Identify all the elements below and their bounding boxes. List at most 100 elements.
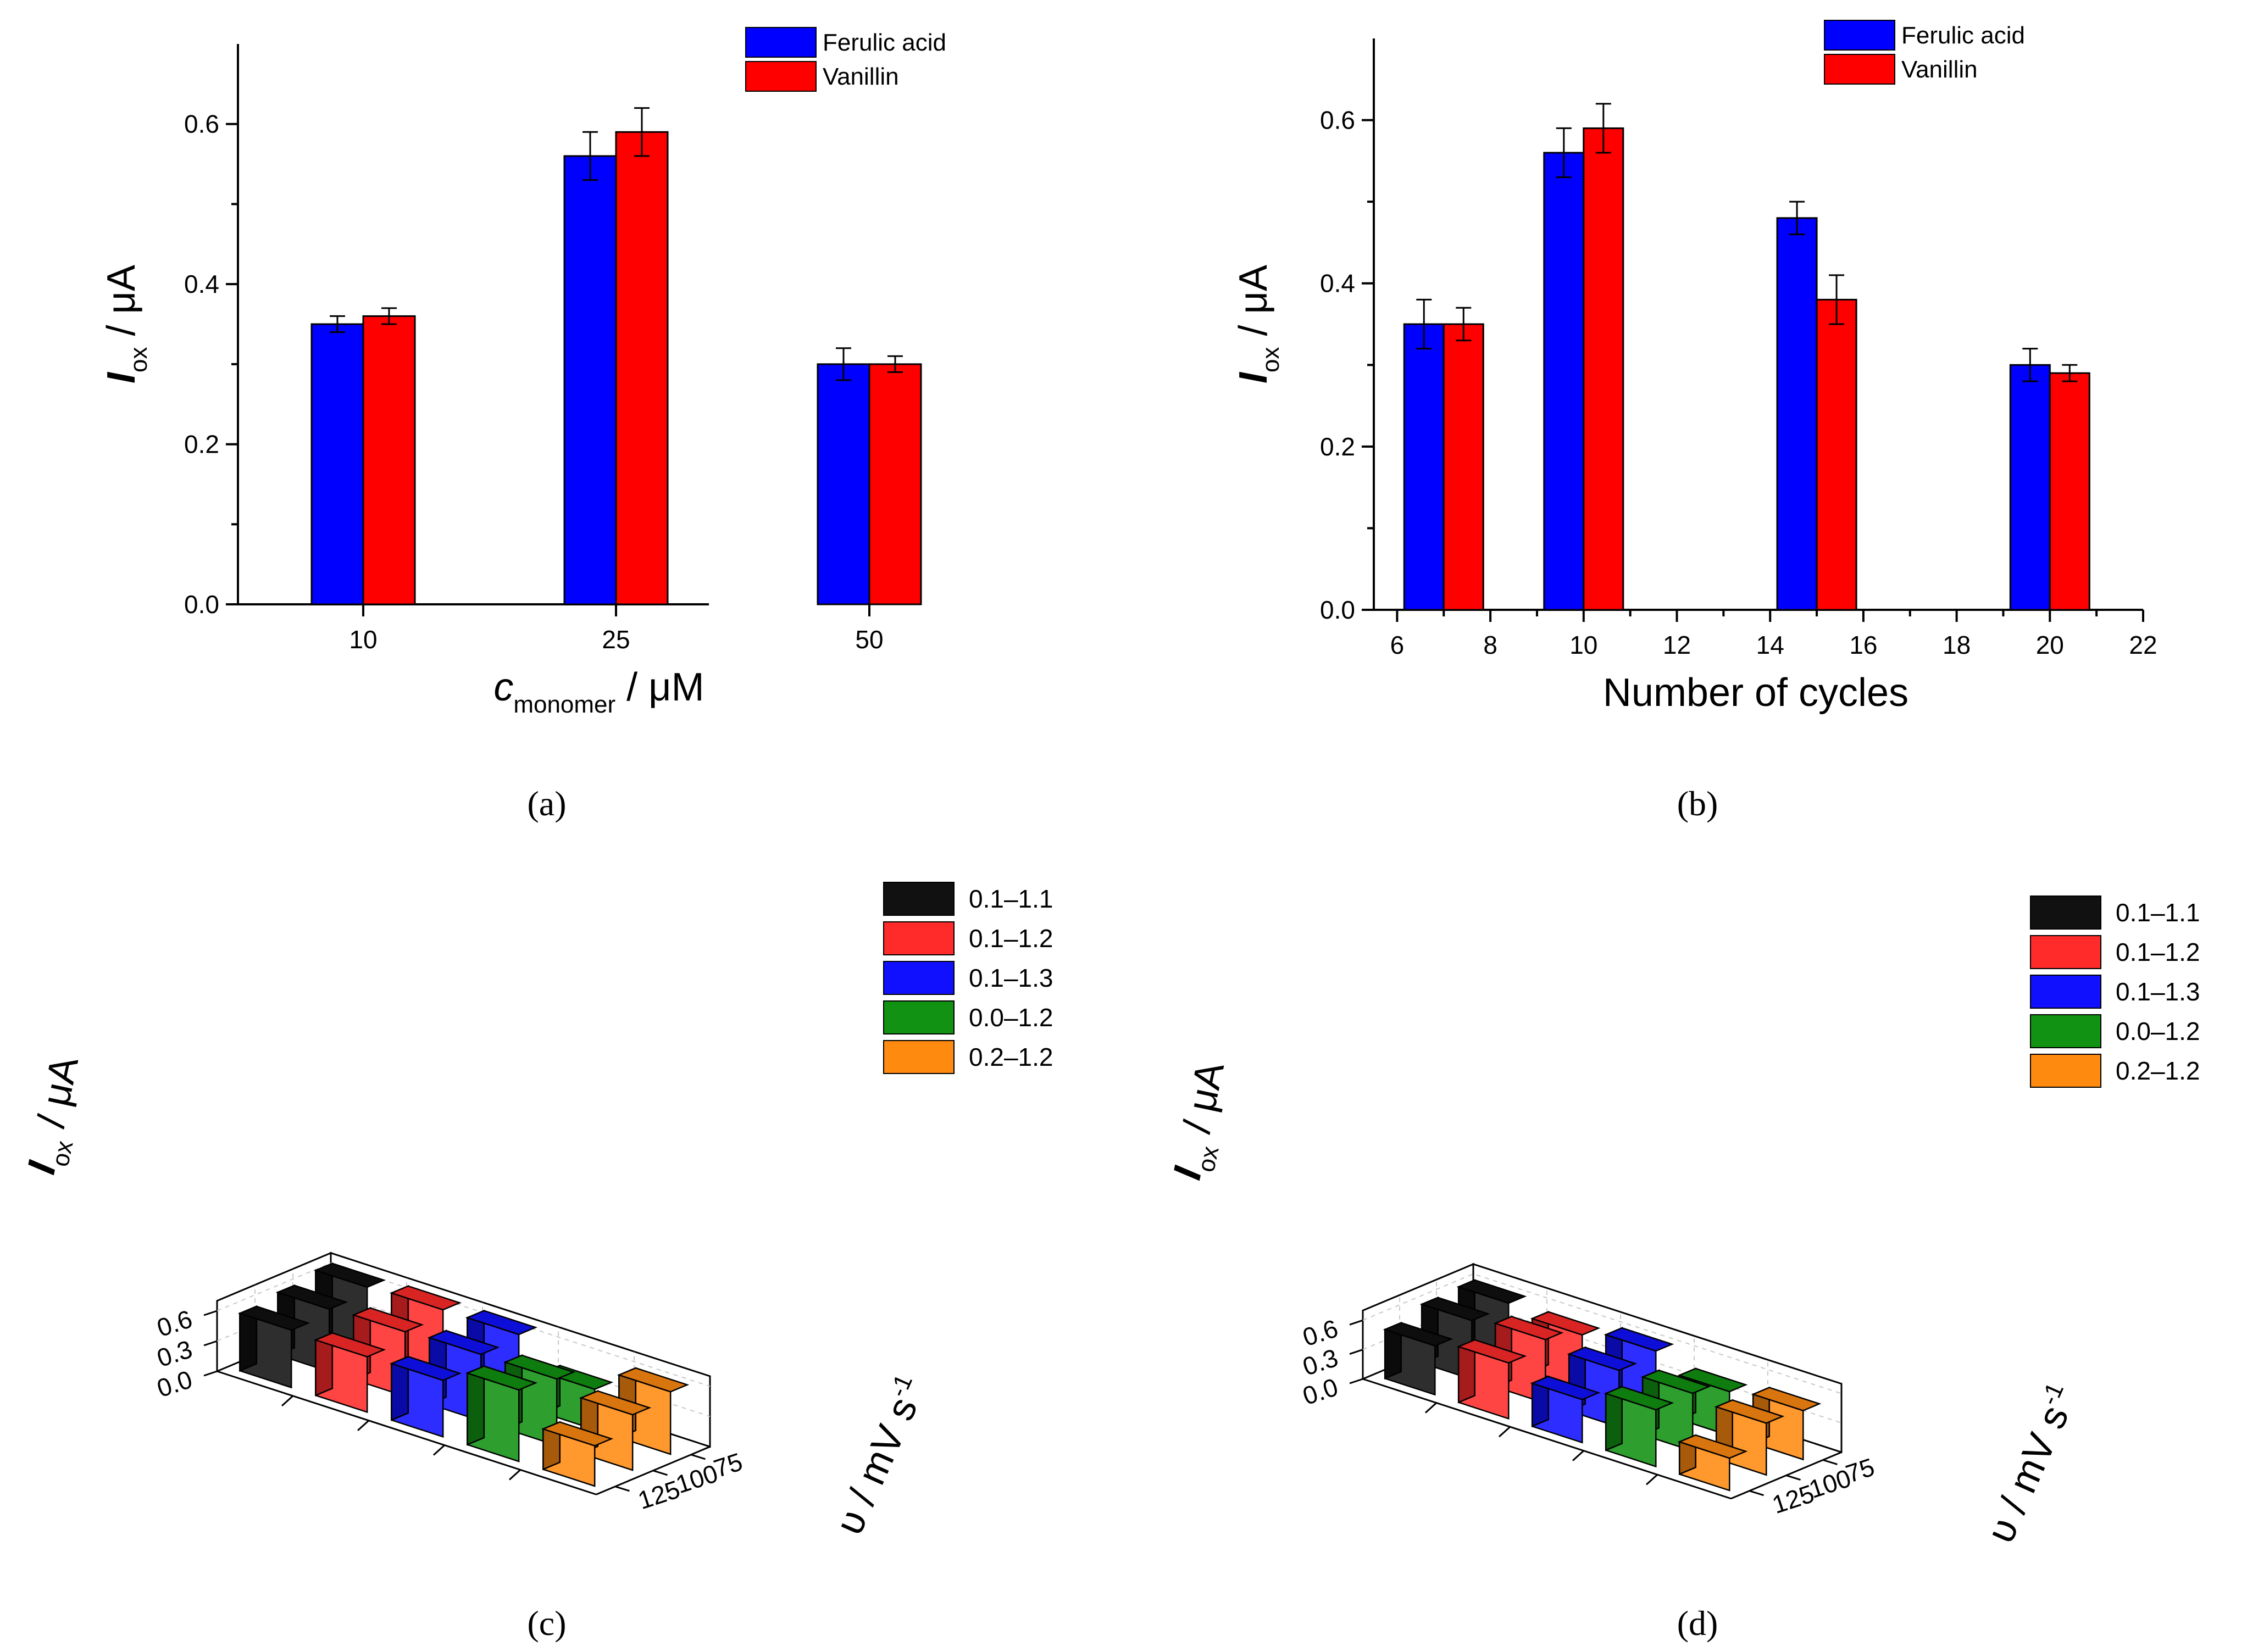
y-axis-title: Iox / μA (99, 265, 152, 383)
y-tick-label: 0.6 (184, 110, 219, 138)
x-tick-label: 20 (2036, 631, 2064, 659)
bar-face-top (1604, 1386, 1674, 1411)
x-axis-title-symbol: c (493, 665, 513, 709)
x-tick (432, 1444, 446, 1456)
y-axis-title-subscript: ox (125, 347, 152, 372)
panel-label-d: (d) (1677, 1604, 1718, 1643)
bar-face-top (1456, 1339, 1527, 1364)
legend-swatch (883, 1040, 955, 1074)
bar-vanillin (2049, 372, 2090, 611)
bar-face-top (617, 1367, 690, 1393)
x-axis-line (1362, 1378, 1732, 1500)
bar-vanillin (362, 315, 416, 605)
legend-label: 0.0–1.2 (2116, 1017, 2200, 1045)
depth-tick (615, 1486, 630, 1492)
bar-face-top (579, 1390, 652, 1416)
bar-face-top (1677, 1434, 1748, 1459)
y-tick-label: 0.6 (1320, 106, 1355, 135)
bar-face-top (275, 1284, 348, 1310)
legend-label: 0.1–1.2 (969, 924, 1053, 953)
y-tick-label: 0.0 (184, 590, 219, 619)
bar-3d (1456, 1338, 1527, 1420)
bar-face-top (1604, 1327, 1674, 1352)
legend-swatch (2030, 895, 2101, 930)
bar-ferulic (1403, 323, 1445, 611)
gridline (217, 1262, 711, 1387)
bar-vanillin (615, 131, 669, 605)
x-axis-title: Number of cycles (1603, 671, 1908, 715)
bar-vanillin (868, 363, 922, 605)
bar-vanillin (1442, 323, 1484, 611)
bar-face-top (237, 1305, 310, 1331)
bar-face-top (389, 1285, 462, 1311)
z-tick (203, 1370, 218, 1377)
x-axis-line (217, 1370, 597, 1495)
y-axis-title-symbol: I (99, 371, 143, 383)
legend-swatch (883, 882, 955, 916)
y-axis-title-unit: / μA (99, 265, 143, 347)
y-tick-label: 0.2 (184, 430, 219, 459)
x-tick-label: 25 (602, 625, 630, 654)
bar-face-top (427, 1330, 500, 1355)
depth-tick (1749, 1490, 1764, 1497)
x-tick-label: 12 (1663, 631, 1691, 659)
legend-swatch (2030, 1014, 2101, 1048)
x-tick (1572, 1450, 1585, 1461)
legend-swatch (883, 1000, 955, 1034)
x-axis-title-unit: / μM (615, 665, 704, 709)
depth-tick (653, 1470, 668, 1476)
x-tick (508, 1469, 521, 1481)
depth-tick (691, 1454, 706, 1460)
x-tick-label: 8 (1483, 631, 1497, 659)
x-tick-label: 16 (1849, 631, 1877, 659)
bar-3d (237, 1305, 310, 1389)
x-tick (1424, 1402, 1438, 1414)
legend-swatch (2030, 975, 2101, 1009)
bar-face-top (1493, 1316, 1564, 1340)
x-tick (1645, 1474, 1658, 1486)
bar-face-top (1530, 1376, 1601, 1400)
bar-3d (313, 1332, 386, 1414)
y-axis-title: Iox / μA (1231, 265, 1284, 383)
legend-swatch (883, 961, 955, 995)
bar-3d (1677, 1434, 1748, 1492)
legend-label: 0.2–1.2 (969, 1043, 1053, 1071)
bar-ferulic (1776, 217, 1818, 611)
bar-3d (1383, 1321, 1453, 1396)
bar-3d (541, 1421, 614, 1487)
x-tick-label: 50 (855, 625, 883, 654)
legend-swatch (1824, 54, 1895, 85)
bar-face-top (313, 1262, 386, 1288)
x-tick (281, 1395, 294, 1406)
bar-face-top (503, 1354, 576, 1380)
x-tick-label: 6 (1390, 631, 1405, 659)
bar-3d (617, 1367, 690, 1455)
bar-face-top (1530, 1311, 1601, 1336)
bar-face-top (465, 1365, 538, 1391)
bar-face-top (351, 1307, 424, 1333)
y-tick-label: 0.4 (1320, 269, 1355, 298)
bar-ferulic (2009, 364, 2051, 611)
x-tick (1498, 1426, 1511, 1438)
x-tick-label: 14 (1756, 631, 1784, 659)
panel-label-c: (c) (527, 1604, 566, 1643)
legend-label: Vanillin (1901, 56, 1978, 83)
z-tick (203, 1340, 218, 1347)
bar-3d (1530, 1375, 1601, 1444)
z-tick (1349, 1378, 1363, 1384)
bar-face-top (1677, 1367, 1748, 1393)
chart-panel-a: 0.0 0.2 0.4 0.6 10 25 50 Ferulic acid Vanillin Io… (99, 27, 946, 718)
legend-label: 0.1–1.3 (969, 964, 1053, 992)
bar-face-top (1456, 1279, 1527, 1304)
panel-label-b: (b) (1677, 784, 1718, 823)
bar-face-top (389, 1355, 462, 1381)
bar-face-top (1751, 1387, 1822, 1411)
legend-swatch (745, 27, 817, 58)
legend-label: 0.2–1.2 (2116, 1056, 2200, 1085)
y-axis-title-unit: / μA (1231, 265, 1275, 347)
x-axis-title: cmonomer / μM (493, 665, 704, 718)
x-tick-label: 22 (2129, 631, 2157, 659)
bar-face-top (1640, 1369, 1711, 1394)
